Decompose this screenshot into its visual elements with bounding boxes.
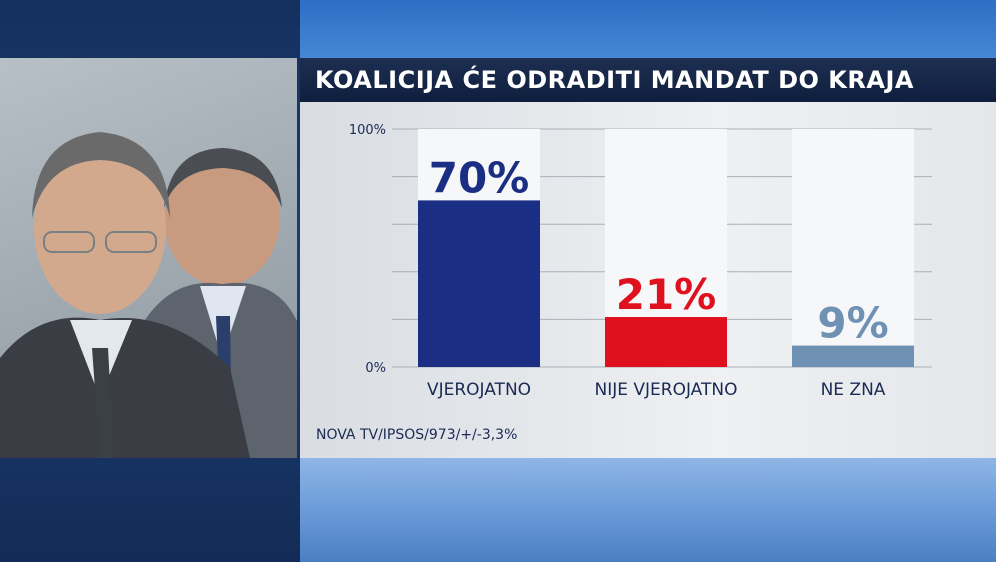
y-tick-label-1: 100%	[349, 123, 386, 138]
category-label-3: NE ZNA	[821, 380, 886, 400]
value-label-2: 21%	[616, 270, 717, 319]
bar-1	[418, 200, 540, 367]
chart-title: KOALICIJA ĆE ODRADITI MANDAT DO KRAJA	[315, 66, 914, 94]
bar-2	[605, 317, 727, 367]
chart-category-labels: VJEROJATNO NIJE VJEROJATNO NE ZNA	[427, 380, 886, 400]
value-label-1: 70%	[429, 153, 530, 202]
y-tick-label-2: 0%	[365, 361, 386, 376]
title-bar	[300, 58, 996, 102]
source-note: NOVA TV/IPSOS/973/+/-3,3%	[316, 427, 518, 443]
category-label-1: VJEROJATNO	[427, 380, 531, 400]
chart-y-ticks: 100% 0%	[349, 123, 386, 376]
bar-3	[792, 345, 914, 367]
column-background-3	[792, 129, 914, 367]
chart-bars	[418, 200, 914, 367]
category-label-2: NIJE VJEROJATNO	[595, 380, 738, 400]
chart-value-labels: 70% 21% 9%	[429, 153, 889, 347]
politicians-photo	[0, 58, 297, 458]
background-bottom-band	[300, 458, 996, 562]
bar-chart: 70% 21% 9% VJEROJATNO NIJE VJEROJATNO NE ZNA…	[349, 123, 932, 400]
value-label-3: 9%	[817, 299, 888, 348]
